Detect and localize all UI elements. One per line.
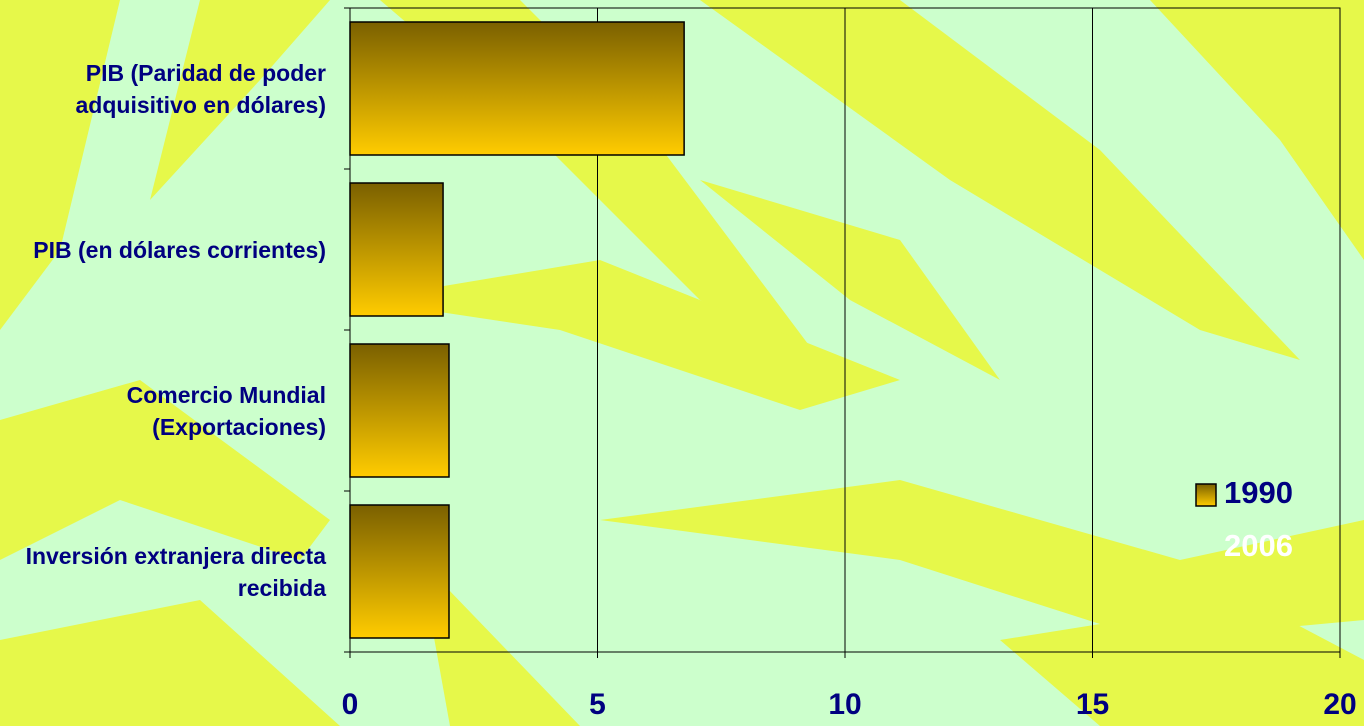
bar xyxy=(349,343,450,478)
legend-label: 1990 xyxy=(1224,475,1293,510)
x-tick-label: 0 xyxy=(342,688,359,721)
legend-swatch xyxy=(1195,483,1217,507)
legend-label: 2006 xyxy=(1224,528,1293,563)
x-tick-label: 15 xyxy=(1076,688,1109,721)
bar xyxy=(349,21,685,156)
bar xyxy=(349,182,444,317)
y-tick-label: PIB (Paridad de poder adquisitivo en dól… xyxy=(75,59,327,118)
x-tick-label: 20 xyxy=(1323,688,1356,721)
x-tick-label: 10 xyxy=(828,688,861,721)
bar xyxy=(349,504,450,639)
x-tick-label: 5 xyxy=(589,688,606,721)
y-tick-label: Inversión extranjera directa recibida xyxy=(25,542,326,601)
y-tick-label: Comercio Mundial (Exportaciones) xyxy=(126,381,326,440)
y-tick-label: PIB (en dólares corrientes) xyxy=(33,236,326,263)
